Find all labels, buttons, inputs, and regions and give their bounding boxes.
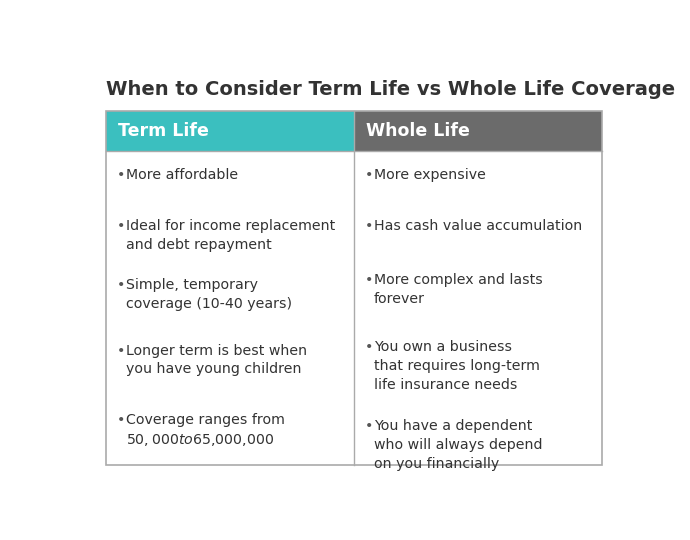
Text: More complex and lasts
forever: More complex and lasts forever [374, 273, 542, 306]
Text: Whole Life: Whole Life [366, 122, 470, 140]
Text: Has cash value accumulation: Has cash value accumulation [374, 219, 582, 233]
Text: •: • [117, 278, 125, 292]
Bar [106, 111, 353, 151]
Text: •: • [364, 419, 373, 433]
Text: •: • [117, 343, 125, 357]
Text: More affordable: More affordable [126, 168, 238, 182]
Text: Ideal for income replacement
and debt repayment: Ideal for income replacement and debt re… [126, 219, 335, 252]
Text: More expensive: More expensive [374, 168, 486, 182]
Text: •: • [117, 219, 125, 233]
Text: You own a business
that requires long-term
life insurance needs: You own a business that requires long-te… [374, 340, 540, 392]
Text: Coverage ranges from
$50,000 to $65,000,000: Coverage ranges from $50,000 to $65,000,… [126, 413, 285, 448]
Text: When to Consider Term Life vs Whole Life Coverage: When to Consider Term Life vs Whole Life… [106, 80, 675, 99]
Text: •: • [364, 168, 373, 182]
Text: •: • [364, 340, 373, 354]
Text: Longer term is best when
you have young children: Longer term is best when you have young … [126, 343, 307, 376]
Text: •: • [117, 168, 125, 182]
Text: •: • [117, 413, 125, 427]
Text: Simple, temporary
coverage (10-40 years): Simple, temporary coverage (10-40 years) [126, 278, 292, 311]
Text: Term Life: Term Life [118, 122, 209, 140]
Bar [106, 111, 602, 465]
Text: •: • [364, 219, 373, 233]
Bar [353, 111, 602, 151]
Text: •: • [364, 273, 373, 287]
Text: You have a dependent
who will always depend
on you financially: You have a dependent who will always dep… [374, 419, 542, 471]
